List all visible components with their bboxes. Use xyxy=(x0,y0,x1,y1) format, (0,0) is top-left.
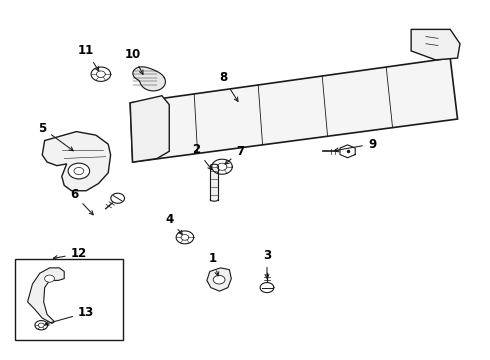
Text: 7: 7 xyxy=(225,145,244,164)
Text: 4: 4 xyxy=(165,213,182,234)
Text: 9: 9 xyxy=(334,138,376,152)
Polygon shape xyxy=(130,96,169,162)
Text: 12: 12 xyxy=(53,247,87,260)
Text: 5: 5 xyxy=(38,122,73,151)
Polygon shape xyxy=(411,30,460,60)
Text: 8: 8 xyxy=(219,71,238,102)
Text: 1: 1 xyxy=(209,252,219,276)
Text: 3: 3 xyxy=(263,249,271,278)
Polygon shape xyxy=(133,67,166,91)
Polygon shape xyxy=(27,268,64,323)
Polygon shape xyxy=(260,283,274,293)
Polygon shape xyxy=(42,132,111,191)
Circle shape xyxy=(45,275,54,282)
Circle shape xyxy=(213,275,225,284)
Polygon shape xyxy=(130,58,458,162)
Text: 6: 6 xyxy=(70,188,93,215)
Text: 10: 10 xyxy=(124,48,143,74)
Polygon shape xyxy=(207,268,231,291)
Polygon shape xyxy=(340,145,355,158)
Text: 11: 11 xyxy=(78,44,99,71)
Text: 13: 13 xyxy=(45,306,95,325)
Polygon shape xyxy=(111,193,124,203)
Text: 2: 2 xyxy=(192,143,212,170)
Circle shape xyxy=(68,163,90,179)
